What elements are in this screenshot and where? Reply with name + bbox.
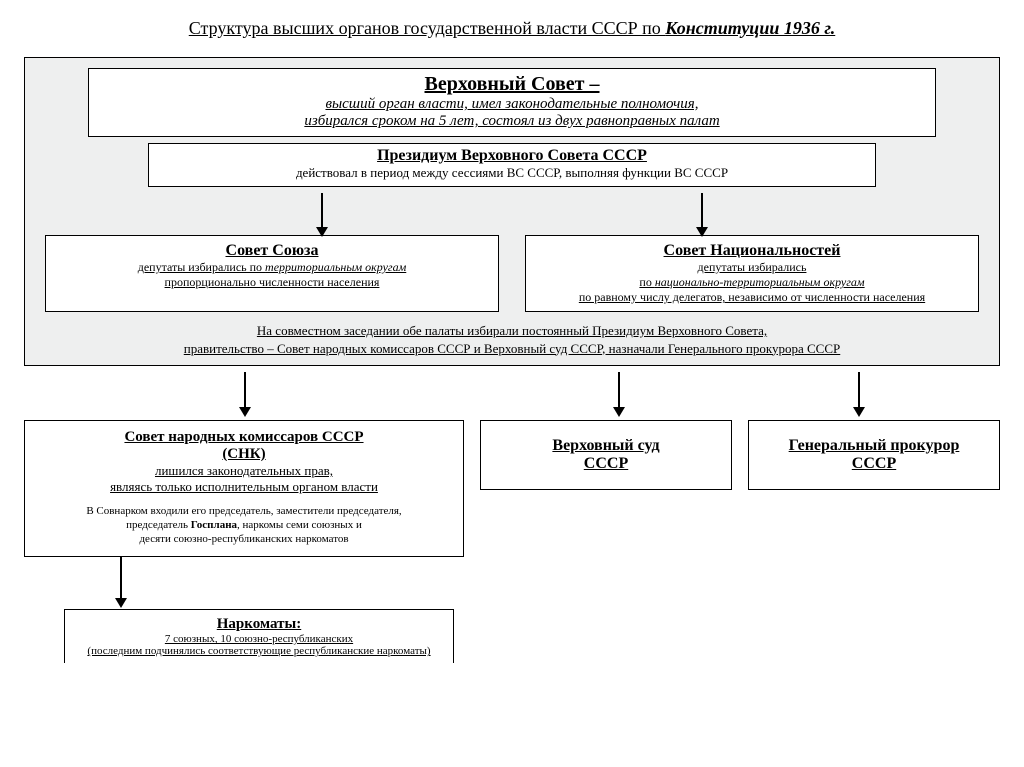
chambers-row: Совет Союза депутаты избирались по терри… bbox=[45, 235, 979, 312]
nations-title: Совет Национальностей bbox=[534, 242, 970, 260]
nations-line3: по равному числу делегатов, независимо о… bbox=[534, 290, 970, 305]
narkom-title: Наркоматы: bbox=[75, 616, 443, 633]
supreme-line1: высший орган власти, имел законодательны… bbox=[99, 96, 925, 113]
snk-note: В Совнарком входили его председатель, за… bbox=[35, 505, 453, 546]
supreme-court-box: Верховный суд СССР bbox=[480, 420, 732, 490]
presidium-title: Президиум Верховного Совета СССР bbox=[159, 147, 865, 165]
nationalities-council-box: Совет Национальностей депутаты избиралис… bbox=[525, 235, 979, 312]
pros-line2: СССР bbox=[757, 455, 991, 473]
snk-sub1: лишился законодательных прав, bbox=[35, 463, 453, 479]
title-emph: Конституции 1936 г. bbox=[665, 18, 835, 38]
union-line2: пропорционально численности населения bbox=[54, 275, 490, 290]
court-line2: СССР bbox=[489, 455, 723, 473]
page-title: Структура высших органов государственной… bbox=[18, 18, 1006, 39]
snk-title1: Совет народных комиссаров СССР bbox=[35, 429, 453, 446]
pros-line1: Генеральный прокурор bbox=[757, 437, 991, 455]
arrow-down-icon bbox=[120, 557, 122, 599]
union-title: Совет Союза bbox=[54, 242, 490, 260]
supreme-line2: избирался сроком на 5 лет, состоял из дв… bbox=[99, 113, 925, 130]
lower-bodies-row: Совет народных комиссаров СССР (СНК) лиш… bbox=[24, 420, 1000, 663]
presidium-sub: действовал в период между сессиями ВС СС… bbox=[159, 165, 865, 181]
snk-box: Совет народных комиссаров СССР (СНК) лиш… bbox=[24, 420, 464, 557]
arrow-down-icon bbox=[858, 372, 860, 408]
union-council-box: Совет Союза депутаты избирались по терри… bbox=[45, 235, 499, 312]
joint-line1: На совместном заседании обе палаты избир… bbox=[37, 322, 987, 340]
joint-session-text: На совместном заседании обе палаты избир… bbox=[37, 322, 987, 357]
court-line1: Верховный суд bbox=[489, 437, 723, 455]
snk-title2: (СНК) bbox=[35, 446, 453, 463]
nations-line2: по национально-территориальным округам bbox=[534, 275, 970, 290]
arrows-to-bodies bbox=[18, 372, 1006, 420]
snk-sub2: являясь только исполнительным органом вл… bbox=[35, 479, 453, 495]
supreme-council-box: Верховный Совет – высший орган власти, и… bbox=[88, 68, 936, 137]
union-line1: депутаты избирались по территориальным о… bbox=[54, 260, 490, 275]
nations-line1: депутаты избирались bbox=[534, 260, 970, 275]
presidium-box: Президиум Верховного Совета СССР действо… bbox=[148, 143, 876, 187]
narkomaty-box: Наркоматы: 7 союзных, 10 союзно-республи… bbox=[64, 609, 454, 663]
arrow-down-icon bbox=[618, 372, 620, 408]
narkom-sub1: 7 союзных, 10 союзно-республиканских bbox=[75, 633, 443, 645]
arrow-down-icon bbox=[244, 372, 246, 408]
supreme-title: Верховный Совет – bbox=[99, 73, 925, 96]
narkom-sub2: (последним подчинялись соответствующие р… bbox=[75, 645, 443, 657]
snk-column: Совет народных комиссаров СССР (СНК) лиш… bbox=[24, 420, 464, 663]
joint-line2: правительство – Совет народных комиссаро… bbox=[37, 340, 987, 358]
supreme-council-container: Верховный Совет – высший орган власти, и… bbox=[24, 57, 1000, 366]
title-prefix: Структура высших органов государственной… bbox=[189, 18, 666, 38]
prosecutor-box: Генеральный прокурор СССР bbox=[748, 420, 1000, 490]
